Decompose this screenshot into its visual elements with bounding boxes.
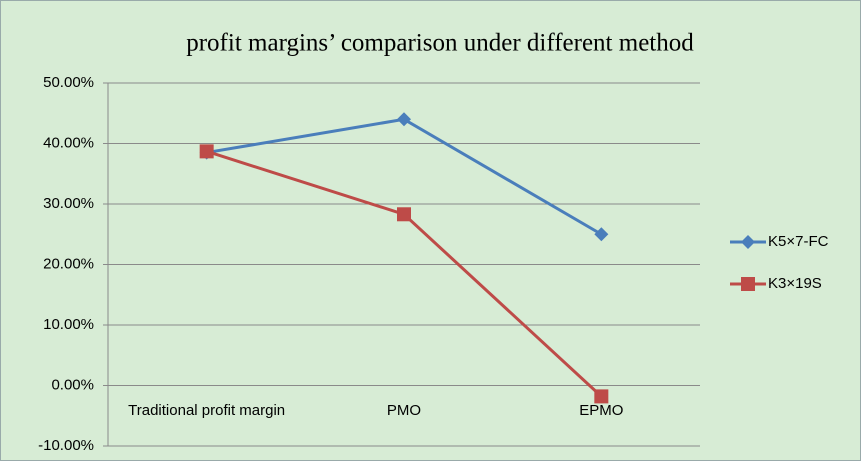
y-tick-label: -10.00% <box>38 437 94 454</box>
marker <box>594 227 609 242</box>
y-tick-label: 0.00% <box>51 376 94 393</box>
marker <box>594 389 609 404</box>
x-tick-label: PMO <box>386 401 422 419</box>
x-tick-label: EPMO <box>579 401 624 419</box>
y-tick-label: 20.00% <box>43 255 94 272</box>
chart-title: profit margins’ comparison under differe… <box>186 30 694 57</box>
y-tick-label: 30.00% <box>43 195 94 212</box>
x-tick-label: Traditional profit margin <box>128 401 286 419</box>
marker <box>397 112 411 127</box>
y-tick-label: 50.00% <box>43 74 94 91</box>
marker <box>397 207 411 222</box>
series-line <box>206 149 603 398</box>
legend-marker <box>741 277 755 291</box>
legend-label: K5×7-FC <box>768 233 829 250</box>
legend-label: K3×19S <box>768 275 822 292</box>
y-tick-label: 10.00% <box>43 316 94 333</box>
marker <box>199 144 214 159</box>
legend-marker <box>741 235 755 249</box>
y-tick-label: 40.00% <box>43 134 94 151</box>
